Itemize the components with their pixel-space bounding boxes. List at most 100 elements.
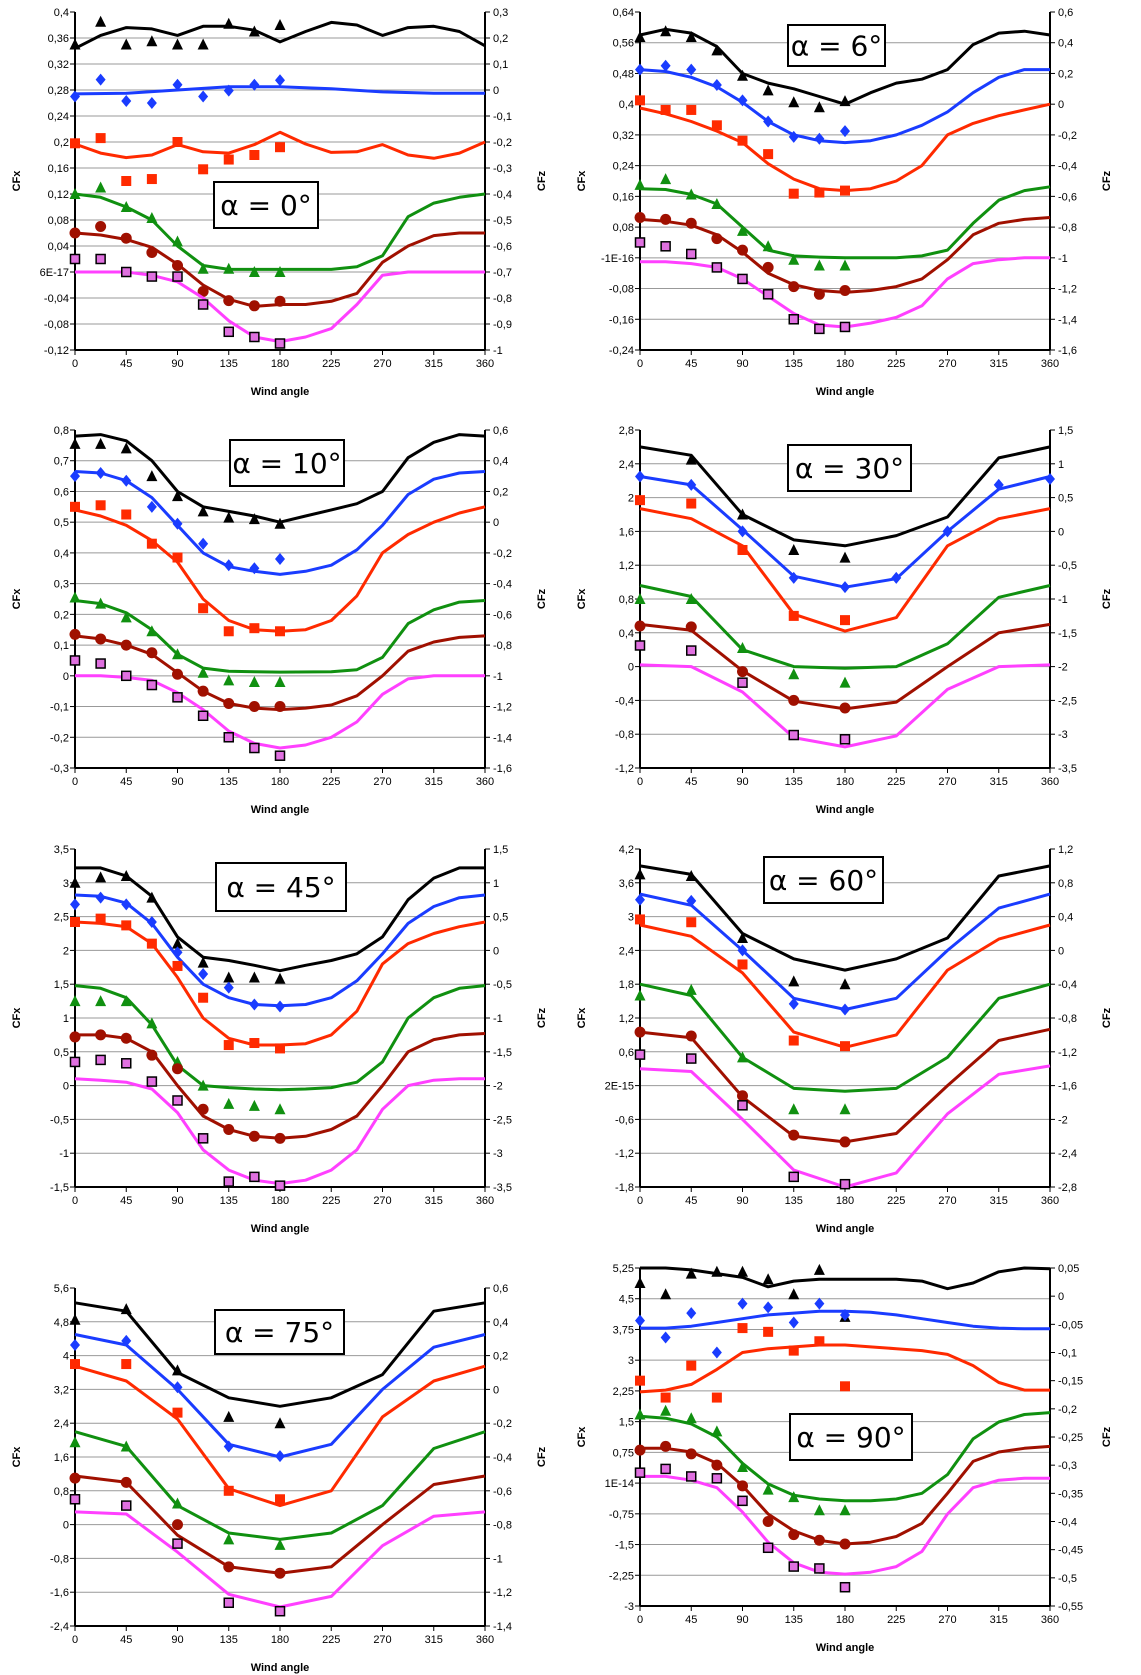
y2-tick-label: -0,45	[1058, 1545, 1083, 1557]
series-line	[639, 892, 1051, 1011]
data-point-circle	[172, 668, 183, 680]
data-point-square-outline	[711, 262, 723, 273]
data-point-square-outline	[249, 742, 260, 754]
data-point-triangle	[223, 1097, 235, 1109]
data-point-square	[686, 917, 697, 928]
data-point-diamond	[737, 525, 748, 538]
data-point-square	[788, 610, 799, 621]
data-point-diamond	[172, 1381, 183, 1394]
data-point-square-outline	[839, 734, 851, 745]
y-tick-label: 1,6	[619, 526, 634, 538]
y2-tick-label: 0,4	[493, 1317, 508, 1329]
data-point-diamond	[686, 63, 697, 76]
x-tick-label: 360	[1041, 1614, 1059, 1626]
y2-tick-label: -0,1	[1058, 1348, 1077, 1360]
data-point-square	[70, 138, 80, 149]
data-point-diamond	[198, 968, 209, 981]
y2-tick-label: 1,2	[1058, 844, 1073, 856]
data-point-circle	[711, 233, 723, 245]
data-point-triangle	[711, 44, 723, 56]
data-point-square-outline	[69, 253, 81, 265]
data-point-square	[788, 1345, 799, 1356]
data-point-triangle	[788, 975, 800, 987]
data-point-square-outline	[95, 1054, 106, 1066]
y-tick-label: -0,08	[609, 284, 634, 296]
x-tick-label: 180	[836, 358, 854, 370]
data-point-triangle	[839, 1103, 851, 1115]
data-point-circle	[839, 1136, 851, 1148]
y-tick-label: 4	[63, 1351, 69, 1363]
x-tick-label: 135	[785, 1195, 803, 1207]
chart-title: α = 75°	[225, 1316, 334, 1349]
data-point-square	[788, 188, 799, 199]
y2-axis-label: CFz	[536, 1446, 548, 1467]
y-tick-label: 2,4	[619, 945, 634, 957]
data-point-square	[686, 498, 697, 509]
data-point-circle	[634, 1026, 646, 1038]
data-point-diamond	[146, 97, 157, 109]
data-point-diamond	[70, 898, 80, 911]
data-point-circle	[69, 227, 81, 239]
y-tick-label: 2,8	[619, 425, 634, 437]
data-point-square	[70, 917, 80, 928]
x-tick-label: 360	[476, 776, 494, 788]
y-tick-label: -1	[59, 1148, 69, 1160]
data-point-circle	[197, 685, 209, 697]
chart-title: α = 90°	[796, 1421, 905, 1454]
x-tick-label: 315	[990, 358, 1008, 370]
y2-tick-label: -2	[1058, 1114, 1068, 1126]
data-point-triangle	[634, 593, 646, 604]
data-point-diamond	[121, 95, 132, 108]
data-point-circle	[248, 701, 260, 713]
data-point-diamond	[763, 1301, 774, 1314]
data-point-diamond	[840, 1308, 850, 1321]
series-line	[639, 445, 1051, 548]
y-axis-label: CFx	[11, 170, 23, 192]
y-tick-label: 0,28	[48, 85, 69, 97]
y-tick-label: -0,24	[609, 345, 634, 357]
y-tick-label: -1,5	[615, 1540, 634, 1552]
data-point-circle	[146, 647, 158, 659]
data-point-circle	[274, 295, 286, 307]
y2-tick-label: -1,5	[493, 1047, 512, 1059]
data-point-circle	[737, 1090, 748, 1102]
series-line	[74, 1364, 486, 1508]
chart-title-box	[787, 444, 912, 492]
data-point-square	[249, 1038, 260, 1049]
y-tick-label: 0,08	[48, 215, 69, 227]
data-point-diamond	[788, 571, 799, 584]
data-point-triangle	[685, 188, 697, 200]
series-line	[74, 130, 486, 160]
data-point-circle	[788, 694, 800, 706]
x-tick-label: 0	[72, 1195, 78, 1207]
data-point-triangle	[634, 868, 646, 880]
x-tick-label: 45	[120, 358, 132, 370]
data-point-diamond	[635, 63, 645, 76]
data-point-triangle	[685, 983, 697, 995]
data-point-triangle	[248, 1099, 260, 1111]
y-tick-label: -0,8	[615, 729, 634, 741]
data-point-square	[223, 1040, 234, 1051]
y2-tick-label: -1,4	[1058, 314, 1077, 326]
data-point-circle	[95, 221, 107, 232]
data-point-square	[121, 509, 132, 520]
data-point-triangle	[120, 38, 132, 50]
data-point-square-outline	[249, 331, 260, 343]
data-point-circle	[197, 1103, 209, 1115]
chart-panel: -1,5 -1 -0,5 0 0,5 1 1,5 2 2,5 3 3,5 -3,5 -3 -2,5 -2 -1…	[11, 844, 548, 1235]
y-tick-label: 0,8	[54, 425, 69, 437]
data-point-square	[70, 1359, 80, 1370]
x-tick-label: 0	[72, 776, 78, 788]
data-point-circle	[788, 1529, 800, 1541]
data-point-square-outline	[121, 1058, 132, 1069]
data-point-square-outline	[686, 248, 697, 260]
data-point-square-outline	[737, 677, 748, 688]
chart-title-box	[213, 181, 319, 229]
y-tick-label: 1,6	[54, 1452, 69, 1464]
y2-tick-label: -0,6	[493, 241, 512, 253]
y-tick-label: 0,24	[48, 111, 69, 123]
chart-title-box	[787, 24, 886, 67]
y2-tick-label: -2	[493, 1081, 503, 1093]
data-point-diamond	[70, 1339, 80, 1352]
y2-tick-label: -0,55	[1058, 1601, 1083, 1613]
